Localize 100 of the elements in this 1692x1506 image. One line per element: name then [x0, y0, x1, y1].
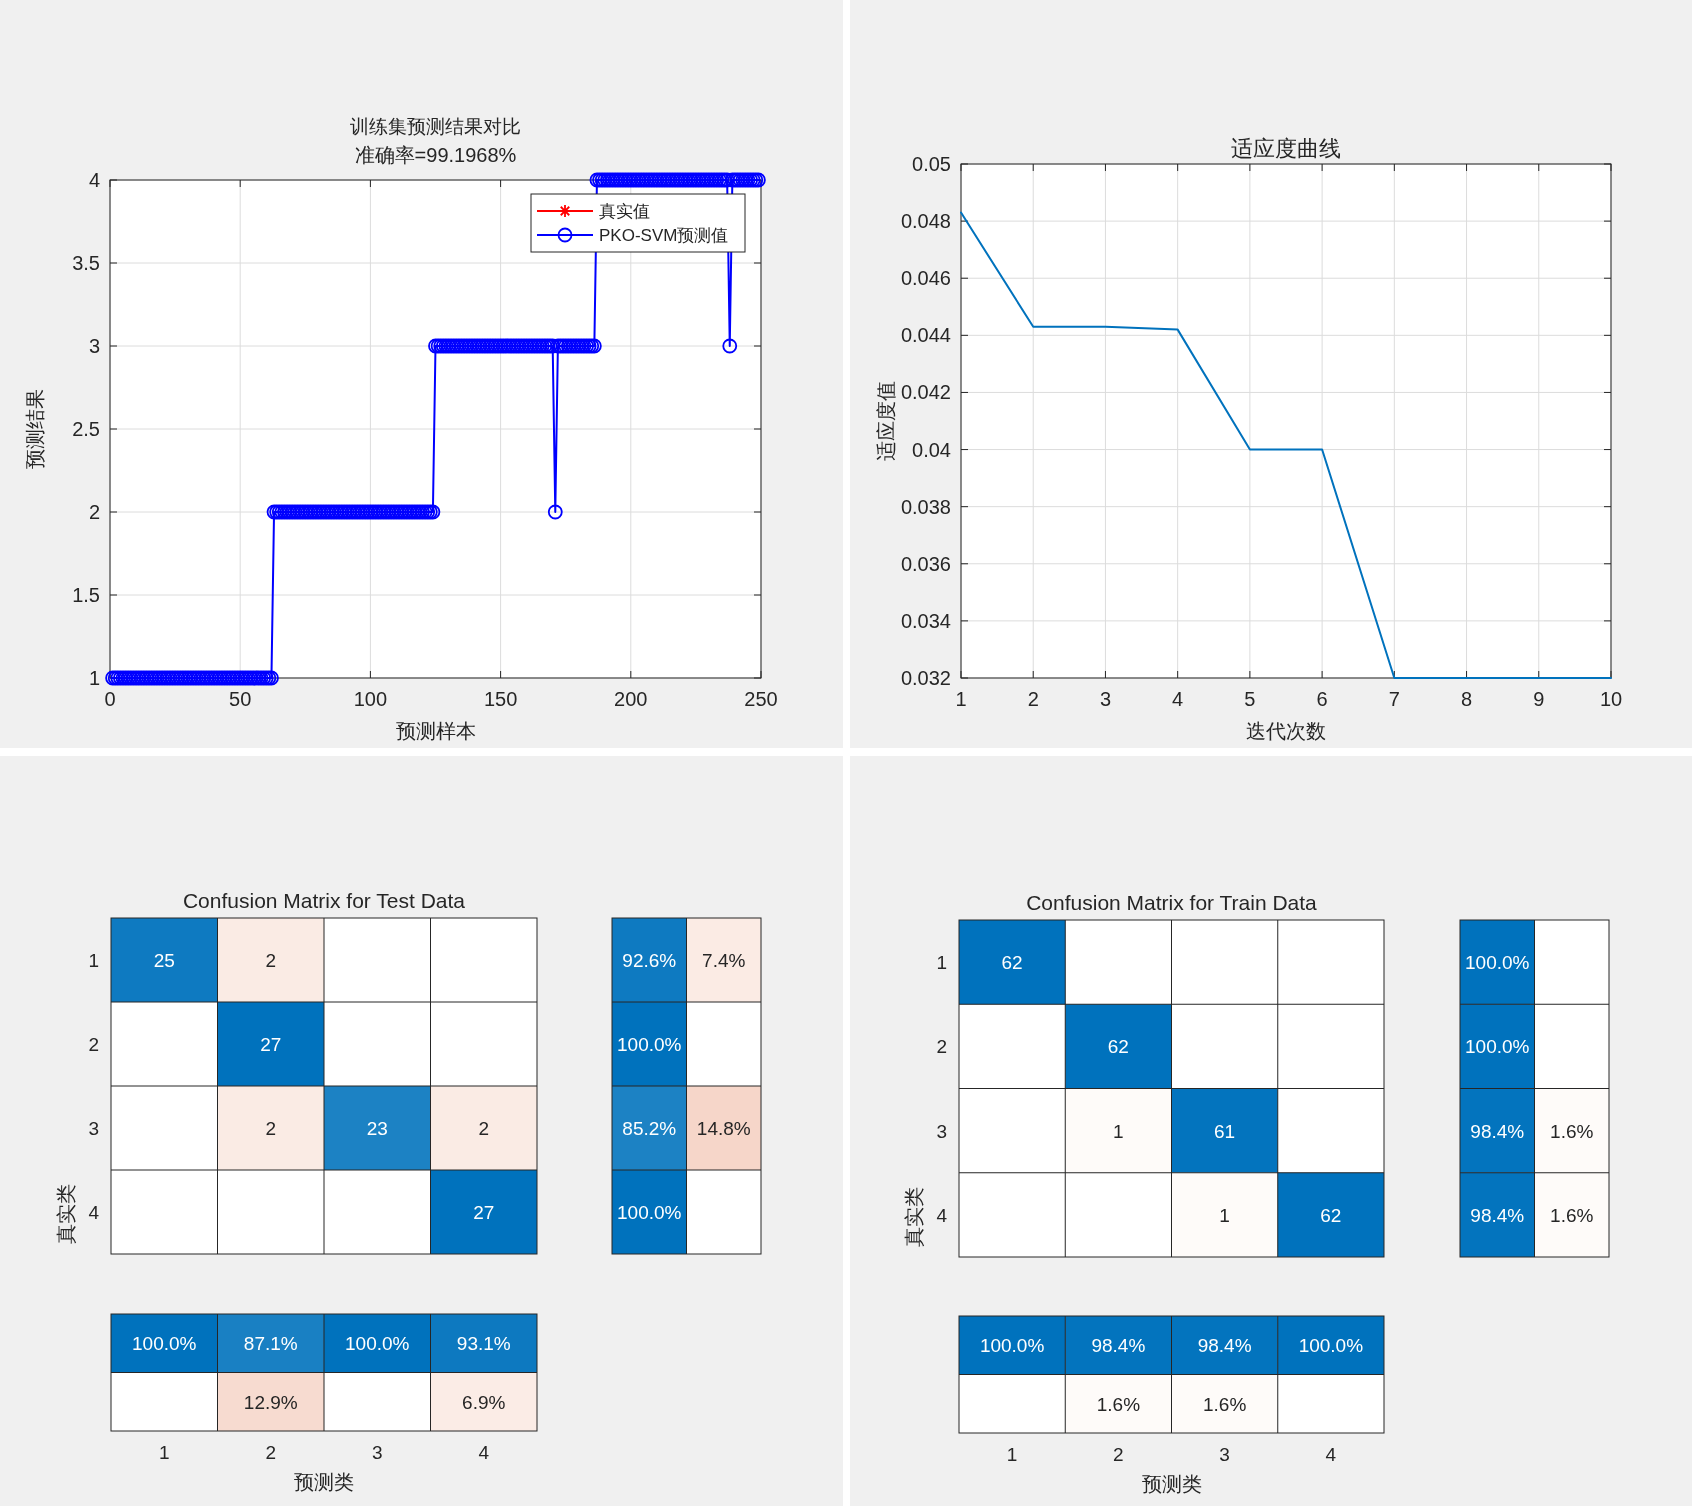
x-tick-label: 3: [371, 1442, 383, 1463]
data-label: 61: [1214, 1120, 1236, 1142]
data-label: 92.6%: [622, 950, 677, 971]
chart-title: Confusion Matrix for Test Data: [182, 889, 466, 912]
legend-label: PKO-SVM预测值: [599, 226, 729, 245]
y-tick-label: 0.038: [900, 495, 951, 518]
chart-title: Confusion Matrix for Train Data: [1026, 891, 1318, 914]
y-tick-label: 0.04: [912, 438, 951, 461]
data-label: 14.8%: [696, 1118, 751, 1139]
data-label: 1: [1219, 1204, 1230, 1226]
chart-subtitle: 准确率=99.1968%: [354, 144, 517, 166]
x-tick-label: 6: [1316, 688, 1328, 710]
y-tick-label: 0.042: [900, 381, 951, 404]
data-label: 100.0%: [345, 1333, 410, 1355]
data-label: 100.0%: [1465, 952, 1530, 974]
x-tick-label: 100: [353, 688, 388, 710]
x-tick-label: 250: [744, 688, 778, 710]
data-label: 25: [153, 950, 175, 971]
x-tick-label: 4: [1325, 1444, 1337, 1465]
data-label: 27: [260, 1034, 282, 1055]
chart-title: 适应度曲线: [1231, 136, 1341, 161]
y-tick-label: 0.032: [900, 667, 951, 689]
x-tick-label: 5: [1244, 688, 1256, 710]
x-tick-label: 9: [1533, 688, 1545, 710]
data-label: 85.2%: [622, 1118, 677, 1139]
x-tick-label: 4: [478, 1442, 490, 1463]
y-tick-label: 2.5: [72, 418, 100, 440]
data-label: 7.4%: [702, 950, 746, 971]
data-label: 2: [265, 950, 277, 971]
x-axis-title: 预测样本: [395, 720, 476, 742]
data-label: 27: [473, 1202, 495, 1223]
y-axis-title: 真实类: [903, 1187, 925, 1247]
x-tick-label: 0: [104, 688, 116, 710]
y-tick-label: 4: [88, 169, 100, 191]
y-tick-label: 3.5: [72, 252, 100, 274]
y-tick-label: 0.046: [900, 267, 951, 290]
x-tick-label: 2: [1027, 688, 1039, 710]
x-tick-label: 4: [1172, 688, 1184, 710]
x-tick-label: 3: [1099, 688, 1112, 710]
x-tick-label: 3: [1219, 1444, 1230, 1465]
data-label: 98.4%: [1091, 1335, 1146, 1357]
y-axis-title: 预测结果: [24, 389, 46, 469]
data-label: 100.0%: [979, 1335, 1045, 1357]
y-tick-label: 0.034: [900, 609, 951, 632]
y-tick-label: 1: [88, 667, 100, 689]
x-tick-label: 7: [1388, 688, 1400, 710]
y-tick-label: 0.05: [912, 153, 951, 175]
x-tick-label: 8: [1460, 688, 1473, 710]
data-label: 98.4%: [1197, 1335, 1252, 1357]
chart-title: 训练集预测结果对比: [350, 116, 521, 137]
y-tick-label: 2: [88, 1034, 99, 1055]
y-tick-label: 1: [88, 950, 99, 971]
y-axis-title: 真实类: [55, 1184, 77, 1244]
data-label: 98.4%: [1470, 1120, 1525, 1142]
data-label: 6.9%: [462, 1391, 506, 1413]
y-tick-label: 4: [936, 1204, 948, 1226]
x-tick-label: 1: [158, 1442, 170, 1463]
data-label: 100.0%: [617, 1202, 682, 1223]
data-label: 100.0%: [1465, 1036, 1530, 1058]
data-label: 98.4%: [1470, 1204, 1525, 1226]
data-label: 100.0%: [1298, 1335, 1364, 1357]
data-label: 93.1%: [456, 1333, 511, 1355]
y-tick-label: 1.5: [72, 584, 100, 606]
x-axis-title: 迭代次数: [1246, 720, 1326, 742]
data-label: 1.6%: [1096, 1393, 1141, 1415]
x-axis-title: 预测类: [294, 1471, 354, 1493]
y-tick-label: 1: [936, 952, 947, 974]
y-tick-label: 3: [88, 335, 100, 357]
y-axis-title: 适应度值: [875, 381, 897, 461]
data-label: 1: [1113, 1120, 1124, 1142]
y-tick-label: 0.044: [900, 324, 951, 347]
y-tick-label: 4: [88, 1202, 100, 1223]
data-label: 23: [366, 1118, 388, 1139]
data-label: 1.6%: [1550, 1204, 1594, 1226]
x-tick-label: 2: [1113, 1444, 1124, 1465]
data-label: 2: [478, 1118, 490, 1139]
y-tick-label: 2: [88, 501, 100, 523]
data-label: 62: [1001, 952, 1023, 974]
data-label: 2: [265, 1118, 277, 1139]
y-tick-label: 0.036: [900, 552, 951, 575]
x-tick-label: 200: [614, 688, 648, 710]
y-tick-label: 3: [936, 1120, 947, 1142]
x-tick-label: 150: [483, 688, 518, 710]
y-tick-label: 0.048: [900, 210, 951, 233]
data-label: 62: [1320, 1204, 1342, 1226]
data-label: 87.1%: [243, 1333, 298, 1355]
x-tick-label: 1: [955, 688, 967, 710]
y-tick-label: 2: [936, 1036, 947, 1058]
x-tick-label: 50: [229, 688, 252, 710]
legend-label: 真实值: [599, 202, 650, 221]
data-label: 100.0%: [617, 1034, 682, 1055]
data-label: 1.6%: [1550, 1120, 1594, 1142]
data-label: 12.9%: [243, 1391, 298, 1413]
x-axis-title: 预测类: [1141, 1473, 1202, 1495]
x-tick-label: 1: [1006, 1444, 1018, 1465]
data-label: 1.6%: [1202, 1393, 1247, 1415]
x-tick-label: 10: [1599, 688, 1623, 710]
data-label: 62: [1107, 1036, 1129, 1058]
data-label: 100.0%: [132, 1333, 197, 1355]
y-tick-label: 3: [88, 1118, 99, 1139]
